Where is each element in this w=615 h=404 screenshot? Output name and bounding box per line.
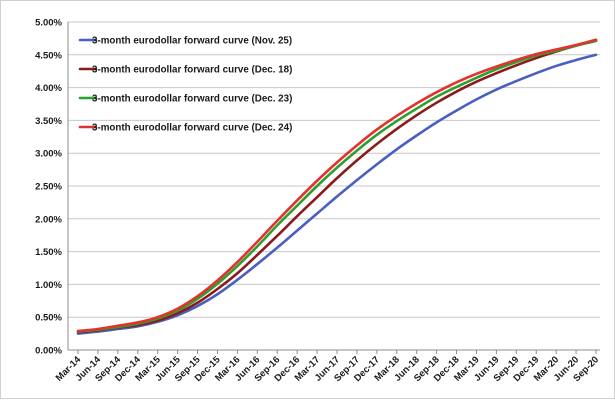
y-tick-label: 0.00%	[35, 346, 62, 357]
axes	[67, 22, 600, 354]
legend-label-4: 3-month eurodollar forward curve (Dec. 2…	[92, 123, 292, 134]
y-tick-label: 1.00%	[35, 280, 62, 291]
y-tick-label: 1.50%	[35, 247, 62, 258]
y-tick-label: 2.00%	[35, 214, 62, 225]
y-axis-tick-labels: 0.00% 0.50% 1.00% 1.50% 2.00% 2.50% 3.00% 3.50%…	[35, 18, 62, 357]
series-line-2	[76, 39, 598, 334]
y-tick-label: 5.00%	[35, 18, 62, 29]
series-line-3	[76, 39, 598, 333]
y-tick-label: 3.50%	[35, 116, 62, 127]
legend-label-1: 3-month eurodollar forward curve (Nov. 2…	[92, 36, 292, 47]
series-line-1	[76, 53, 598, 335]
y-tick-label: 3.00%	[35, 149, 62, 160]
legend: 3-month eurodollar forward curve (Nov. 2…	[78, 36, 292, 134]
y-tick-label: 4.50%	[35, 50, 62, 61]
y-tick-label: 0.50%	[35, 313, 62, 324]
legend-label-2: 3-month eurodollar forward curve (Dec. 1…	[92, 65, 292, 76]
y-tick-label: 4.00%	[35, 83, 62, 94]
y-tick-label: 2.50%	[35, 182, 62, 193]
legend-label-3: 3-month eurodollar forward curve (Dec. 2…	[92, 94, 292, 105]
series-line-4	[76, 38, 598, 333]
series-lines	[76, 38, 598, 335]
